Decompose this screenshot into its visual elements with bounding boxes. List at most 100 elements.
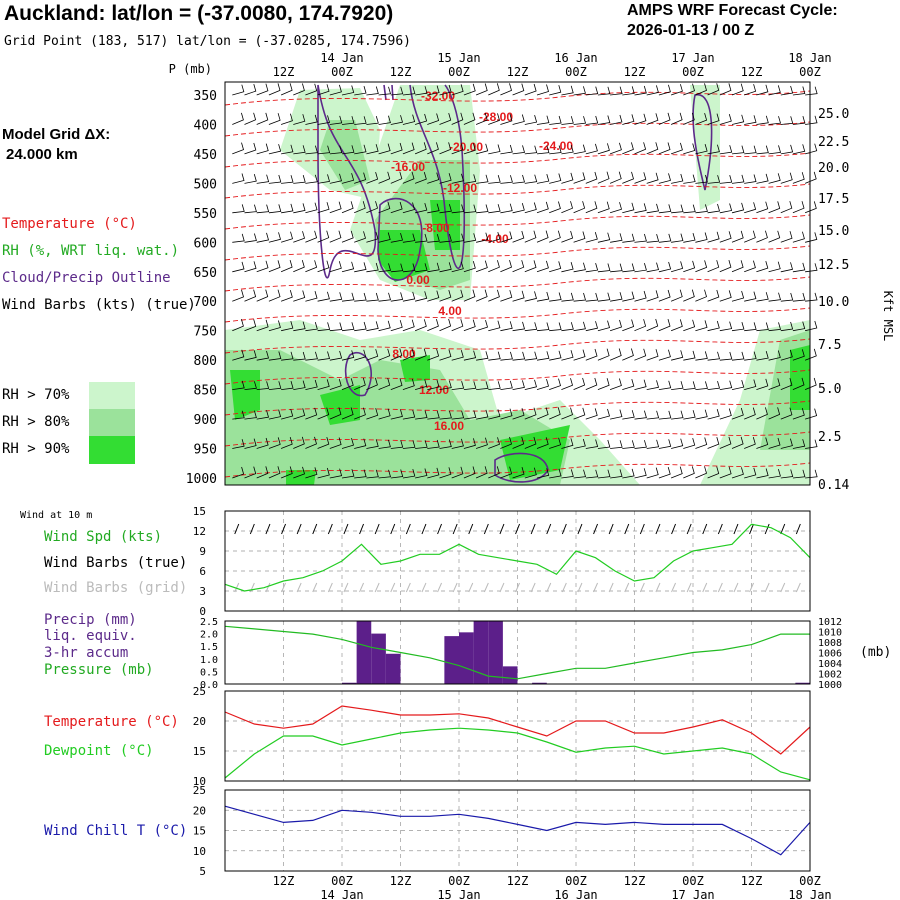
wind-barb [610, 86, 623, 96]
wind-barb [390, 320, 403, 332]
wind-barb [658, 233, 672, 243]
wind10m-label: Wind at 10 m [20, 510, 93, 521]
wind-barb [256, 350, 270, 361]
wind-barb [244, 142, 257, 155]
pressure-tick: 1004 [818, 659, 842, 670]
surface-grid-barb [234, 582, 240, 593]
wind-barb [463, 410, 477, 420]
windchill-tick: 10 [193, 845, 206, 858]
wind-barb [390, 348, 403, 361]
surface-wind-barb [749, 523, 755, 535]
wind-barb [329, 201, 342, 214]
wind-barb [439, 289, 452, 302]
surface-wind-barb [764, 523, 770, 535]
wind-barb [683, 204, 696, 214]
wind-barb [256, 260, 269, 273]
surface-grid-barb [327, 582, 333, 593]
wind-barb [390, 201, 403, 214]
time-tick-label-bottom: 00Z [682, 874, 704, 888]
rh-shading-region [378, 230, 430, 282]
wind-barb [341, 85, 355, 96]
wind-barb [305, 351, 318, 361]
wind-barb [768, 145, 782, 155]
isotherm-line [224, 183, 811, 199]
wind-barb [597, 263, 611, 273]
wind-barb [792, 172, 805, 184]
wind-barb [390, 378, 403, 390]
wind-barb [804, 408, 818, 420]
wind-barb [597, 143, 610, 155]
wind-barb [683, 466, 695, 479]
pressure-tick: 1010 [818, 628, 842, 639]
wind-barb [402, 409, 416, 420]
wind-barb [488, 466, 500, 479]
wind-barb [232, 261, 245, 273]
wind-barb [792, 349, 805, 361]
wind-barb [561, 407, 573, 420]
wind-barb [329, 437, 342, 449]
wind-barb [341, 437, 354, 449]
wind-barb [305, 114, 318, 125]
wind-barb [488, 83, 500, 96]
wind-barb [756, 84, 769, 96]
wind-barb [512, 114, 525, 125]
wind-barb [561, 116, 574, 125]
precip-tick: 2.0 [200, 630, 218, 641]
isotherm-label: -24.00 [539, 139, 573, 153]
surface-grid-barb [546, 582, 552, 593]
wind-barb [293, 408, 306, 420]
surface-grid-barb [671, 582, 677, 593]
surface-grid-barb [437, 582, 443, 593]
wind-barb [414, 319, 427, 332]
wind-barb [512, 351, 526, 361]
wind-barb [585, 377, 598, 390]
wind-barb [805, 292, 818, 302]
wind-barb [256, 83, 269, 96]
wind-barb [439, 112, 452, 125]
wind-barb [707, 289, 720, 302]
surface-wind-barb [312, 523, 318, 535]
date-label-bottom: 15 Jan [437, 888, 480, 900]
surface-grid-barb [639, 582, 645, 593]
wind-barb [573, 438, 586, 449]
wind-barb [268, 437, 281, 449]
wind-barb [463, 381, 477, 390]
wind-barb [366, 469, 379, 479]
wind-barb [500, 231, 513, 243]
wind-barb [707, 231, 720, 243]
wind-barb [792, 292, 806, 302]
wind-barb [768, 378, 781, 390]
wind-barb [731, 290, 745, 302]
wind-barb [232, 289, 244, 302]
precip-bar [371, 633, 386, 684]
wind-barb [451, 142, 464, 155]
wind-barb [427, 262, 440, 273]
wind-barb [414, 348, 427, 361]
wind-barb [512, 408, 525, 420]
cross-section-frame [224, 81, 811, 486]
wind-barb [390, 171, 403, 184]
wind-barb [341, 261, 355, 273]
wind-barb [756, 378, 769, 390]
wind-speed-tick: 15 [193, 505, 206, 518]
wind-barb [402, 171, 415, 184]
wind-barb [329, 173, 343, 184]
wind-barb [280, 259, 293, 273]
wind-barb [256, 437, 269, 449]
wind-barb [780, 85, 794, 96]
wind-barb [646, 172, 659, 184]
wind-barb [244, 173, 257, 184]
wind-barb [500, 290, 513, 302]
cloud-outline [383, 84, 394, 101]
wind-barb [488, 113, 500, 125]
time-tick-label-top: 00Z [331, 65, 353, 79]
wind-barb [573, 116, 587, 125]
wind-barb [427, 410, 440, 420]
wind-barb [792, 321, 806, 332]
surface-grid-barb [421, 582, 427, 593]
wind-barb [695, 289, 707, 302]
wind-barb [427, 142, 439, 155]
time-tick-label-bottom: 00Z [448, 874, 470, 888]
wind-barb [427, 113, 440, 125]
wind-barb [524, 351, 538, 361]
